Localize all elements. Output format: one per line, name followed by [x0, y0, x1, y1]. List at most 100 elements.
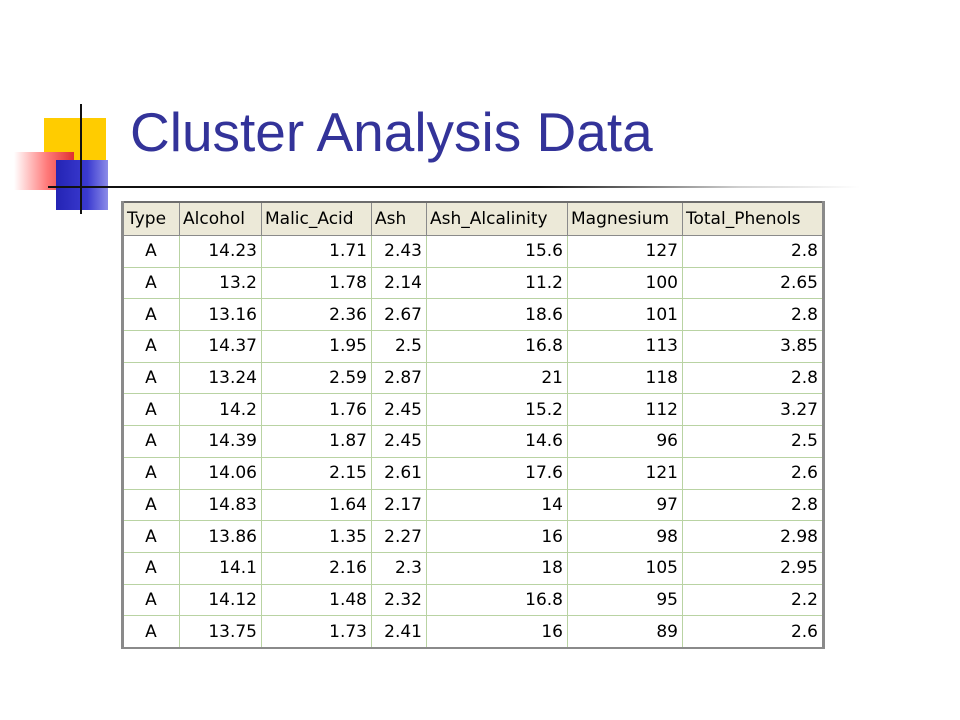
table-cell[interactable]: 1.78	[261, 267, 372, 300]
table-cell[interactable]: 105	[567, 552, 683, 585]
table-cell[interactable]: 14	[426, 489, 568, 522]
table-cell[interactable]: 112	[567, 393, 683, 427]
table-cell[interactable]: 2.6	[682, 615, 825, 649]
column-header-magnesium[interactable]: Magnesium	[567, 201, 683, 236]
table-row[interactable]: A 13.75 1.73 2.41 16 89 2.6	[122, 615, 825, 649]
table-cell[interactable]: 14.83	[179, 489, 262, 522]
table-cell[interactable]: 1.95	[261, 330, 372, 363]
table-cell[interactable]: 127	[567, 235, 683, 268]
table-row[interactable]: A 14.83 1.64 2.17 14 97 2.8	[122, 489, 825, 522]
table-cell[interactable]: 2.59	[261, 362, 372, 395]
table-cell[interactable]: A	[122, 520, 180, 553]
table-cell[interactable]: 14.39	[179, 425, 262, 458]
table-cell[interactable]: 16.8	[426, 584, 568, 617]
table-cell[interactable]: A	[122, 552, 180, 585]
table-row[interactable]: A 13.24 2.59 2.87 21 118 2.8	[122, 362, 825, 395]
table-cell[interactable]: 2.8	[682, 362, 825, 395]
table-cell[interactable]: 2.45	[371, 425, 427, 458]
column-header-malic-acid[interactable]: Malic_Acid	[261, 201, 372, 236]
table-cell[interactable]: 14.37	[179, 330, 262, 363]
table-row[interactable]: A 14.37 1.95 2.5 16.8 113 3.85	[122, 330, 825, 363]
table-cell[interactable]: A	[122, 489, 180, 522]
table-cell[interactable]: 2.32	[371, 584, 427, 617]
table-row[interactable]: A 14.12 1.48 2.32 16.8 95 2.2	[122, 584, 825, 617]
table-cell[interactable]: 2.16	[261, 552, 372, 585]
table-cell[interactable]: 14.6	[426, 425, 568, 458]
table-cell[interactable]: 11.2	[426, 267, 568, 300]
table-cell[interactable]: 2.45	[371, 393, 427, 427]
table-cell[interactable]: 15.6	[426, 235, 568, 268]
table-cell[interactable]: 13.86	[179, 520, 262, 553]
table-cell[interactable]: 101	[567, 298, 683, 332]
table-cell[interactable]: 21	[426, 362, 568, 395]
table-row[interactable]: A 14.1 2.16 2.3 18 105 2.95	[122, 552, 825, 585]
table-cell[interactable]: 2.95	[682, 552, 825, 585]
table-cell[interactable]: A	[122, 235, 180, 268]
table-cell[interactable]: A	[122, 298, 180, 332]
table-cell[interactable]: A	[122, 584, 180, 617]
table-cell[interactable]: 2.8	[682, 489, 825, 522]
table-cell[interactable]: 1.48	[261, 584, 372, 617]
table-cell[interactable]: 2.27	[371, 520, 427, 553]
table-cell[interactable]: 18	[426, 552, 568, 585]
table-cell[interactable]: 14.23	[179, 235, 262, 268]
table-cell[interactable]: 2.43	[371, 235, 427, 268]
table-cell[interactable]: 1.87	[261, 425, 372, 458]
table-cell[interactable]: 2.17	[371, 489, 427, 522]
table-cell[interactable]: 2.65	[682, 267, 825, 300]
table-cell[interactable]: 98	[567, 520, 683, 553]
table-cell[interactable]: 17.6	[426, 457, 568, 490]
table-cell[interactable]: 1.64	[261, 489, 372, 522]
table-row[interactable]: A 14.2 1.76 2.45 15.2 112 3.27	[122, 393, 825, 427]
table-cell[interactable]: 14.2	[179, 393, 262, 427]
table-cell[interactable]: 14.06	[179, 457, 262, 490]
column-header-alcohol[interactable]: Alcohol	[179, 201, 262, 236]
table-cell[interactable]: A	[122, 393, 180, 427]
table-cell[interactable]: A	[122, 457, 180, 490]
table-cell[interactable]: 2.67	[371, 298, 427, 332]
table-cell[interactable]: 14.12	[179, 584, 262, 617]
column-header-total-phenols[interactable]: Total_Phenols	[682, 201, 825, 236]
table-cell[interactable]: A	[122, 615, 180, 649]
table-cell[interactable]: 13.75	[179, 615, 262, 649]
table-cell[interactable]: 97	[567, 489, 683, 522]
table-cell[interactable]: 18.6	[426, 298, 568, 332]
table-cell[interactable]: 2.5	[371, 330, 427, 363]
table-cell[interactable]: 96	[567, 425, 683, 458]
table-cell[interactable]: 100	[567, 267, 683, 300]
table-cell[interactable]: 118	[567, 362, 683, 395]
table-cell[interactable]: 2.6	[682, 457, 825, 490]
table-row[interactable]: A 13.86 1.35 2.27 16 98 2.98	[122, 520, 825, 553]
table-cell[interactable]: 3.27	[682, 393, 825, 427]
table-cell[interactable]: 2.36	[261, 298, 372, 332]
table-cell[interactable]: 113	[567, 330, 683, 363]
table-cell[interactable]: 1.35	[261, 520, 372, 553]
table-row[interactable]: A 14.06 2.15 2.61 17.6 121 2.6	[122, 457, 825, 490]
table-cell[interactable]: 95	[567, 584, 683, 617]
table-cell[interactable]: 15.2	[426, 393, 568, 427]
table-row[interactable]: A 14.39 1.87 2.45 14.6 96 2.5	[122, 425, 825, 458]
column-header-ash[interactable]: Ash	[371, 201, 427, 236]
table-row[interactable]: A 13.16 2.36 2.67 18.6 101 2.8	[122, 298, 825, 332]
table-cell[interactable]: 13.16	[179, 298, 262, 332]
table-cell[interactable]: 16	[426, 615, 568, 649]
table-cell[interactable]: 2.98	[682, 520, 825, 553]
table-cell[interactable]: A	[122, 267, 180, 300]
table-cell[interactable]: 13.2	[179, 267, 262, 300]
table-cell[interactable]: 121	[567, 457, 683, 490]
table-cell[interactable]: 2.8	[682, 298, 825, 332]
table-cell[interactable]: 1.73	[261, 615, 372, 649]
table-cell[interactable]: 1.71	[261, 235, 372, 268]
table-cell[interactable]: 2.87	[371, 362, 427, 395]
table-cell[interactable]: 2.61	[371, 457, 427, 490]
table-cell[interactable]: 2.15	[261, 457, 372, 490]
table-cell[interactable]: 13.24	[179, 362, 262, 395]
table-cell[interactable]: 2.14	[371, 267, 427, 300]
table-cell[interactable]: A	[122, 330, 180, 363]
table-cell[interactable]: 16.8	[426, 330, 568, 363]
column-header-ash-alcalinity[interactable]: Ash_Alcalinity	[426, 201, 568, 236]
table-cell[interactable]: A	[122, 362, 180, 395]
table-cell[interactable]: 16	[426, 520, 568, 553]
table-cell[interactable]: 1.76	[261, 393, 372, 427]
table-cell[interactable]: 3.85	[682, 330, 825, 363]
